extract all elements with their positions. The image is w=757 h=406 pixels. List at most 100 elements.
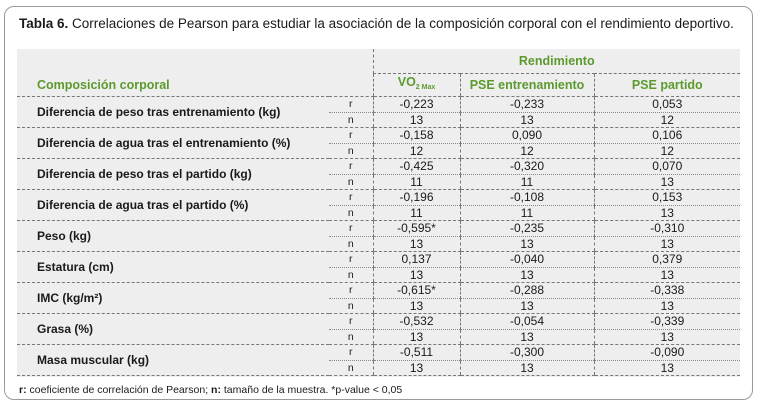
table-row: n 13 13 12 xyxy=(17,112,741,128)
r-marker: r xyxy=(329,189,373,206)
r-value-cell: -0,511 xyxy=(372,344,460,361)
table-row: Masa muscular (kg) r -0,511 -0,300 -0,090 xyxy=(17,344,741,376)
row-label: IMC (kg/m²) xyxy=(17,282,329,314)
r-value-cell: 0,090 xyxy=(459,127,594,144)
r-marker: r xyxy=(329,251,373,268)
table-row: n 13 13 13 xyxy=(17,329,741,345)
r-value-cell: -0,235 xyxy=(459,220,594,237)
n-value-cell: 13 xyxy=(459,112,594,128)
n-value-cell: 13 xyxy=(372,329,460,345)
n-value-cell: 13 xyxy=(593,360,741,376)
r-value-cell: -0,158 xyxy=(372,127,460,144)
table-row: n 11 11 13 xyxy=(17,205,741,221)
n-value-cell: 12 xyxy=(593,112,741,128)
n-marker: n xyxy=(329,143,373,159)
r-value-cell: -0,054 xyxy=(459,313,594,330)
table-row: n 12 12 12 xyxy=(17,143,741,159)
r-value-cell: -0,223 xyxy=(372,96,460,113)
n-value-cell: 12 xyxy=(593,143,741,159)
n-marker: n xyxy=(329,236,373,252)
r-value-cell: -0,425 xyxy=(372,158,460,175)
row-label: Masa muscular (kg) xyxy=(17,344,329,376)
header-row-group: Rendimiento xyxy=(17,49,741,74)
r-value-cell: -0,532 xyxy=(372,313,460,330)
table-row: Diferencia de agua tras el entrenamiento… xyxy=(17,127,741,159)
r-value-cell: -0,233 xyxy=(459,96,594,113)
n-value-cell: 13 xyxy=(372,360,460,376)
table-row: Estatura (cm) r 0,137 -0,040 0,379 xyxy=(17,251,741,283)
r-value-cell: -0,288 xyxy=(459,282,594,299)
n-value-cell: 11 xyxy=(372,174,460,190)
r-value-cell: -0,196 xyxy=(372,189,460,206)
r-value-cell: -0,040 xyxy=(459,251,594,268)
n-marker: n xyxy=(329,329,373,345)
table-row: Diferencia de agua tras el partido (%) r -… xyxy=(17,189,741,221)
n-value-cell: 13 xyxy=(593,205,741,221)
r-value-cell: 0,153 xyxy=(593,189,741,206)
r-marker: r xyxy=(329,313,373,330)
r-marker: r xyxy=(329,344,373,361)
n-value-cell: 12 xyxy=(372,143,460,159)
r-marker: r xyxy=(329,158,373,175)
n-value-cell: 13 xyxy=(459,329,594,345)
n-value-cell: 13 xyxy=(459,267,594,283)
composition-header: Composición corporal xyxy=(17,73,329,97)
table-row: IMC (kg/m²) r -0,615* -0,288 -0,338 xyxy=(17,282,741,314)
n-value-cell: 13 xyxy=(593,267,741,283)
n-marker: n xyxy=(329,112,373,128)
correlation-table: Rendimiento Composición corporal VO2 Max… xyxy=(17,49,741,376)
table-row: n 13 13 13 xyxy=(17,360,741,376)
n-value-cell: 12 xyxy=(459,143,594,159)
n-marker: n xyxy=(329,298,373,314)
row-label: Estatura (cm) xyxy=(17,251,329,283)
table-row: n 11 11 13 xyxy=(17,174,741,190)
n-marker: n xyxy=(329,205,373,221)
n-value-cell: 13 xyxy=(593,298,741,314)
pse-entrenamiento-header: PSE entrenamiento xyxy=(459,73,594,97)
n-value-cell: 11 xyxy=(372,205,460,221)
r-value-cell: 0,070 xyxy=(593,158,741,175)
r-marker: r xyxy=(329,220,373,237)
r-value-cell: 0,137 xyxy=(372,251,460,268)
caption-text: Correlaciones de Pearson para estudiar l… xyxy=(68,16,734,31)
table-row: Peso (kg) r -0,595* -0,235 -0,310 xyxy=(17,220,741,252)
n-value-cell: 13 xyxy=(372,236,460,252)
r-value-cell: 0,053 xyxy=(593,96,741,113)
pse-partido-header: PSE partido xyxy=(593,73,741,97)
table-row: Diferencia de peso tras entrenamiento (k… xyxy=(17,96,741,128)
r-marker: r xyxy=(329,96,373,113)
r-value-cell: 0,379 xyxy=(593,251,741,268)
n-value-cell: 13 xyxy=(372,298,460,314)
row-label: Diferencia de agua tras el entrenamiento… xyxy=(17,127,329,159)
r-value-cell: -0,320 xyxy=(459,158,594,175)
row-label: Diferencia de agua tras el partido (%) xyxy=(17,189,329,221)
n-value-cell: 13 xyxy=(372,267,460,283)
n-value-cell: 11 xyxy=(459,205,594,221)
n-value-cell: 13 xyxy=(593,329,741,345)
table-footnote: r: coeficiente de correlación de Pearson… xyxy=(19,384,403,396)
n-marker: n xyxy=(329,174,373,190)
n-value-cell: 13 xyxy=(459,360,594,376)
r-value-cell: -0,595* xyxy=(372,220,460,237)
n-value-cell: 13 xyxy=(593,174,741,190)
r-marker: r xyxy=(329,127,373,144)
n-marker: n xyxy=(329,267,373,283)
row-label: Grasa (%) xyxy=(17,313,329,345)
header-row-columns: Composición corporal VO2 Max PSE entrena… xyxy=(17,73,741,97)
caption-label: Tabla 6. xyxy=(19,16,69,31)
r-marker: r xyxy=(329,282,373,299)
table-row: Diferencia de peso tras el partido (kg) r… xyxy=(17,158,741,190)
r-value-cell: 0,106 xyxy=(593,127,741,144)
r-value-cell: -0,090 xyxy=(593,344,741,361)
r-value-cell: -0,108 xyxy=(459,189,594,206)
r-value-cell: -0,339 xyxy=(593,313,741,330)
table-row: Grasa (%) r -0,532 -0,054 -0,339 xyxy=(17,313,741,345)
row-label: Diferencia de peso tras entrenamiento (k… xyxy=(17,96,329,128)
rendimiento-header: Rendimiento xyxy=(372,49,741,74)
row-label: Diferencia de peso tras el partido (kg) xyxy=(17,158,329,190)
r-value-cell: -0,338 xyxy=(593,282,741,299)
r-value-cell: -0,615* xyxy=(372,282,460,299)
table-row: n 13 13 13 xyxy=(17,298,741,314)
vo2max-header: VO2 Max xyxy=(372,73,460,97)
n-value-cell: 13 xyxy=(372,112,460,128)
